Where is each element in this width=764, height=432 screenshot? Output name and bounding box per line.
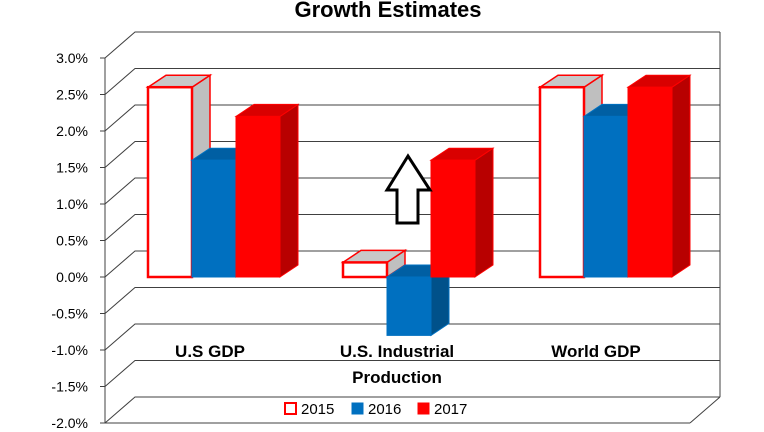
up-arrow-icon [384, 153, 433, 225]
grid-layer [100, 31, 721, 424]
y-tick-label: -0.5% [51, 306, 88, 322]
y-tick-label: 1.5% [56, 160, 88, 176]
category-labels: U.S GDP U.S. Industrial Production World GD… [175, 342, 641, 387]
y-tick-label: 1.0% [56, 196, 88, 212]
legend-label: 2017 [434, 401, 467, 418]
bar-2017-0 [234, 103, 300, 278]
legend-swatch [417, 402, 430, 415]
floor-side-edge [689, 396, 721, 424]
category-label: U.S GDP [175, 342, 245, 361]
chart-title: Growth Estimates [294, 0, 481, 22]
category-label: Production [352, 368, 442, 387]
y-tick-label: -1.5% [51, 379, 88, 395]
category-label: U.S. Industrial [340, 342, 454, 361]
y-axis-ticks: 3.0% 2.5% 2.0% 1.5% 1.0% 0.5% 0.0% -0.5% -1.0% -1… [51, 50, 88, 431]
legend-swatch [351, 402, 364, 415]
bar-2017-2 [626, 74, 692, 278]
legend-label: 2016 [368, 401, 401, 418]
y-tick-label: -1.0% [51, 342, 88, 358]
gridline [100, 360, 720, 387]
bar-2017-1 [429, 147, 495, 278]
gridline [100, 396, 720, 424]
legend-swatch [284, 402, 297, 415]
gridline [100, 141, 720, 168]
y-tick-label: 0.0% [56, 269, 88, 285]
y-tick-label: -2.0% [51, 415, 88, 431]
y-tick-label: 2.5% [56, 87, 88, 103]
annotation-layer [384, 153, 433, 225]
gridline [100, 177, 720, 205]
bar-2016-1 [385, 264, 451, 337]
gridline [100, 104, 720, 132]
y-tick-label: 3.0% [56, 50, 88, 66]
gridline [100, 31, 720, 59]
legend: 2015 2016 2017 [284, 401, 467, 418]
gridline [100, 214, 720, 241]
y-tick-label: 2.0% [56, 123, 88, 139]
legend-label: 2015 [301, 401, 334, 418]
gridline [100, 250, 720, 278]
bars-layer [145, 73, 692, 337]
category-label: World GDP [551, 342, 640, 361]
bar-2015-1 [340, 248, 408, 279]
gridline [100, 68, 720, 95]
y-tick-label: 0.5% [56, 233, 88, 249]
